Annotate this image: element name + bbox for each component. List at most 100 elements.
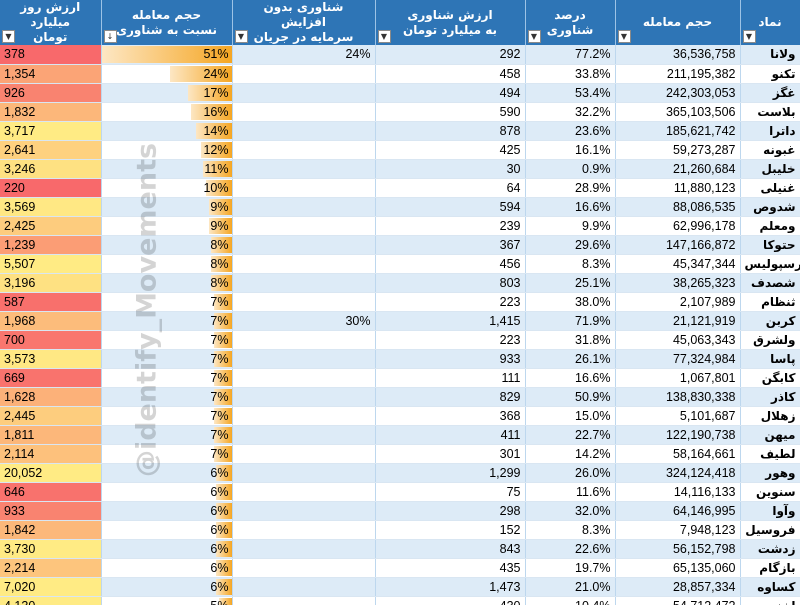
header-float-percent-label: درصد شناوری [546, 7, 594, 37]
float-no-increase-cell [232, 273, 376, 293]
table-row: 2,425 9% 239 9.9% 62,996,178 ومعلم [0, 216, 800, 236]
day-value-cell: 7,020 [0, 577, 102, 597]
volume-cell: 324,124,418 [615, 463, 741, 483]
volume-ratio-text: 8% [210, 256, 229, 271]
volume-ratio-bar [206, 179, 231, 196]
volume-cell: 62,996,178 [615, 216, 741, 236]
volume-ratio-text: 10% [203, 180, 229, 195]
float-no-increase-cell [232, 501, 376, 521]
float-value-cell: 75 [375, 482, 526, 502]
volume-ratio-bar [216, 578, 231, 595]
dropdown-arrow-icon[interactable]: ▼ [617, 30, 631, 43]
day-value-cell: 2,425 [0, 216, 102, 236]
volume-ratio-cell: 7% [101, 387, 233, 407]
float-value-cell: 239 [375, 216, 526, 236]
float-value-cell: 425 [375, 140, 526, 160]
symbol-cell: کاذر [740, 387, 800, 407]
float-no-increase-cell [232, 330, 376, 350]
dropdown-arrow-icon[interactable]: ▼ [377, 30, 391, 43]
float-percent-cell: 28.9% [525, 178, 616, 198]
symbol-cell: ولانا [740, 45, 800, 65]
volume-ratio-bar [213, 293, 231, 310]
day-value-cell: 3,196 [0, 273, 102, 293]
table-row: 1,968 7% 30% 1,415 71.9% 21,121,919 کربن [0, 311, 800, 331]
float-value-cell: 368 [375, 406, 526, 426]
volume-ratio-bar [200, 141, 231, 158]
dropdown-arrow-icon[interactable]: ▼ [527, 30, 541, 43]
volume-ratio-text: 6% [210, 560, 229, 575]
volume-ratio-text: 7% [210, 351, 229, 366]
day-value-cell: 669 [0, 368, 102, 388]
day-value-cell: 2,641 [0, 140, 102, 160]
volume-ratio-bar [190, 103, 231, 120]
volume-ratio-text: 8% [210, 237, 229, 252]
volume-ratio-cell: 8% [101, 235, 233, 255]
float-no-increase-cell [232, 349, 376, 369]
day-value-cell: 1,842 [0, 520, 102, 540]
float-percent-cell: 0.9% [525, 159, 616, 179]
symbol-cell: زدشت [740, 539, 800, 559]
dropdown-arrow-icon[interactable]: ▼ [2, 30, 15, 43]
float-value-cell: 594 [375, 197, 526, 217]
volume-ratio-cell: 16% [101, 102, 233, 122]
header-volume-ratio-line2: نسبت به شناوری [115, 22, 218, 37]
volume-ratio-bar [195, 122, 231, 139]
volume-ratio-cell: 7% [101, 311, 233, 331]
volume-ratio-bar [213, 426, 231, 443]
float-percent-cell: 32.0% [525, 501, 616, 521]
volume-ratio-text: 6% [210, 465, 229, 480]
float-value-cell: 803 [375, 273, 526, 293]
volume-ratio-text: 7% [210, 313, 229, 328]
table-row: 7,020 6% 1,473 21.0% 28,857,334 کساوه [0, 577, 800, 597]
float-percent-cell: 71.9% [525, 311, 616, 331]
symbol-cell: غگز [740, 83, 800, 103]
float-value-cell: 829 [375, 387, 526, 407]
float-value-cell: 1,299 [375, 463, 526, 483]
float-no-increase-cell [232, 102, 376, 122]
header-symbol: نماد ▼ [740, 0, 800, 45]
float-no-increase-cell [232, 121, 376, 141]
table-row: 1,842 6% 152 8.3% 7,948,123 فروسیل [0, 520, 800, 540]
header-day-value-line2: میلیارد تومان [30, 15, 71, 44]
volume-cell: 211,195,382 [615, 64, 741, 84]
volume-ratio-cell: 7% [101, 292, 233, 312]
volume-ratio-bar [213, 331, 231, 348]
symbol-cell: زهلال [740, 406, 800, 426]
header-day-value: ارزش روز میلیارد تومان ▼ [0, 0, 102, 45]
header-float-value: ارزش شناوری به میلیارد تومان ▼ [375, 0, 526, 45]
volume-ratio-cell: 6% [101, 539, 233, 559]
table-row: 2,641 12% 425 16.1% 59,273,287 غبونه [0, 140, 800, 160]
day-value-cell: 1,811 [0, 425, 102, 445]
volume-ratio-text: 7% [210, 446, 229, 461]
dropdown-arrow-icon[interactable]: ▼ [234, 30, 248, 43]
float-no-increase-cell [232, 444, 376, 464]
volume-cell: 21,121,919 [615, 311, 741, 331]
float-percent-cell: 38.0% [525, 292, 616, 312]
table-row: 1,354 24% 458 33.8% 211,195,382 تکنو [0, 64, 800, 84]
symbol-cell: کابگن [740, 368, 800, 388]
float-no-increase-cell [232, 140, 376, 160]
header-float-no-increase: شناوری بدون افزایش سرمایه در جریان ▼ [232, 0, 376, 45]
volume-ratio-text: 6% [210, 484, 229, 499]
symbol-cell: شصدف [740, 273, 800, 293]
volume-cell: 7,948,123 [615, 520, 741, 540]
volume-ratio-cell: 10% [101, 178, 233, 198]
dropdown-arrow-icon[interactable]: ▼ [742, 30, 756, 43]
day-value-cell: 1,628 [0, 387, 102, 407]
float-value-cell: 223 [375, 330, 526, 350]
volume-ratio-text: 6% [210, 522, 229, 537]
volume-cell: 59,273,287 [615, 140, 741, 160]
volume-ratio-bar [218, 597, 231, 605]
float-percent-cell: 25.1% [525, 273, 616, 293]
volume-ratio-text: 7% [210, 408, 229, 423]
float-no-increase-cell [232, 577, 376, 597]
sort-descending-icon[interactable]: ↓ [103, 30, 117, 43]
volume-cell: 5,101,687 [615, 406, 741, 426]
header-volume: حجم معامله ▼ [615, 0, 741, 45]
volume-ratio-text: 24% [203, 66, 229, 81]
float-percent-cell: 33.8% [525, 64, 616, 84]
table-row: 220 10% 64 28.9% 11,880,123 غنیلی [0, 178, 800, 198]
float-percent-cell: 16.6% [525, 368, 616, 388]
float-value-cell: 367 [375, 235, 526, 255]
symbol-cell: سنوین [740, 482, 800, 502]
